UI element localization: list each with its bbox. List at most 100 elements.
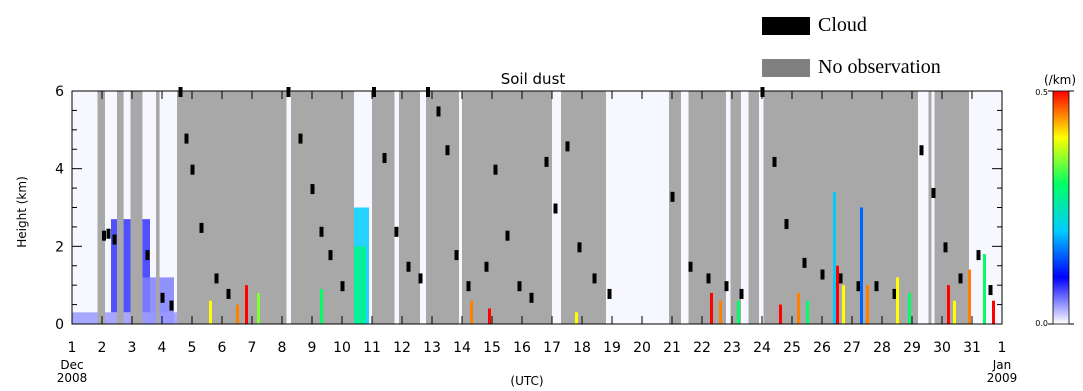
cloud-trace: [892, 288, 897, 299]
cloud-trace: [484, 261, 489, 272]
x-tick-label: 7: [248, 340, 257, 356]
colorbar-gradient: [1052, 90, 1070, 325]
x-tick-label: 19: [603, 340, 621, 356]
cloud-trace: [931, 187, 936, 198]
x-start-year: 2008: [57, 371, 88, 385]
cloud-trace: [145, 250, 150, 261]
dust-spike: [842, 285, 845, 324]
x-tick-label: 6: [218, 340, 227, 356]
no-observation-band: [669, 91, 681, 324]
cloud-trace: [169, 300, 174, 311]
y-tick-label: 0: [55, 317, 64, 333]
x-tick-label: 11: [363, 340, 381, 356]
dust-spike: [983, 254, 986, 324]
no-observation-band: [130, 91, 143, 324]
cloud-trace: [838, 273, 843, 284]
x-tick-label: 5: [188, 340, 197, 356]
dust-spike: [737, 300, 740, 324]
cloud-trace: [802, 257, 807, 268]
cloud-trace: [340, 281, 345, 292]
cloud-trace: [199, 222, 204, 233]
cloud-trace: [976, 250, 981, 261]
dust-spike: [209, 300, 212, 324]
cloud-trace: [544, 156, 549, 167]
dust-spike: [947, 285, 950, 324]
cloud-trace: [190, 164, 195, 175]
x-tick-label: 21: [663, 340, 681, 356]
x-tick-label: 29: [903, 340, 921, 356]
x-tick-label: 23: [723, 340, 741, 356]
legend-label-no-observation: No observation: [818, 56, 941, 78]
cloud-trace: [372, 87, 376, 97]
cloud-trace: [565, 141, 570, 152]
x-tick-label: 2: [98, 340, 107, 356]
cloud-trace: [102, 230, 106, 241]
cloud-trace: [670, 191, 675, 202]
cloud-trace: [112, 234, 117, 245]
dust-spike: [968, 269, 971, 324]
no-observation-band: [97, 91, 105, 324]
cloud-trace: [418, 273, 423, 284]
x-tick-label: 20: [633, 340, 651, 356]
x-end-year: 2009: [987, 371, 1018, 385]
cloud-trace: [436, 106, 441, 117]
x-tick-label: 16: [513, 340, 531, 356]
dust-spike: [710, 292, 713, 324]
cloud-trace: [214, 273, 219, 284]
x-tick-label: 22: [693, 340, 711, 356]
x-tick-label: 26: [813, 340, 831, 356]
cloud-trace: [607, 288, 612, 299]
x-tick-label: 15: [483, 340, 501, 356]
x-tick-label: 13: [423, 340, 441, 356]
cloud-trace: [592, 273, 597, 284]
dust-spike: [719, 300, 722, 324]
x-tick-label: 4: [158, 340, 167, 356]
no-observation-band: [688, 91, 726, 324]
cloud-trace: [406, 261, 411, 272]
cloud-trace: [772, 156, 777, 167]
cloud-trace: [382, 153, 387, 164]
x-tick-label: 31: [963, 340, 981, 356]
x-tick-label: 17: [543, 340, 561, 356]
y-tick-label: 6: [55, 84, 64, 100]
x-tick-label: 24: [753, 340, 771, 356]
cloud-trace: [577, 242, 582, 253]
legend-item-no-observation: No observation: [762, 56, 941, 79]
cloud-trace: [445, 145, 450, 156]
cloud-trace: [739, 288, 744, 299]
cloud-trace: [529, 292, 534, 303]
dust-spike: [953, 300, 956, 324]
cloud-trace: [856, 281, 861, 292]
dust-spike: [866, 285, 869, 324]
cloud-trace: [988, 285, 993, 296]
x-tick-label: 9: [308, 340, 317, 356]
cloud-trace: [319, 226, 324, 237]
cloud-trace: [394, 226, 399, 237]
cloud-trace: [724, 281, 729, 292]
dust-spike: [806, 300, 809, 324]
dust-spike: [257, 292, 260, 324]
chart-title: Soil dust: [501, 70, 566, 88]
cloud-trace: [226, 288, 231, 299]
cloud-trace: [517, 281, 522, 292]
x-end-month: Jan: [992, 358, 1012, 372]
cloud-trace: [106, 228, 111, 239]
dust-spike: [860, 207, 863, 324]
cloud-trace: [553, 203, 558, 214]
no-observation-band: [117, 91, 124, 324]
x-tick-label: 12: [393, 340, 411, 356]
no-observation-band: [763, 91, 918, 324]
cloud-trace: [328, 250, 333, 261]
dust-spike: [833, 191, 836, 324]
dust-spike: [896, 277, 899, 324]
y-tick-label: 2: [55, 239, 64, 255]
legend-swatch-no-observation: [762, 58, 810, 77]
y-tick-label: 4: [55, 162, 64, 178]
colorbar: (/km) 0.5 0.0: [1035, 73, 1076, 328]
x-tick-label: 28: [873, 340, 891, 356]
cloud-trace: [943, 242, 948, 253]
legend-swatch-cloud: [762, 16, 810, 35]
dust-spike: [779, 304, 782, 324]
